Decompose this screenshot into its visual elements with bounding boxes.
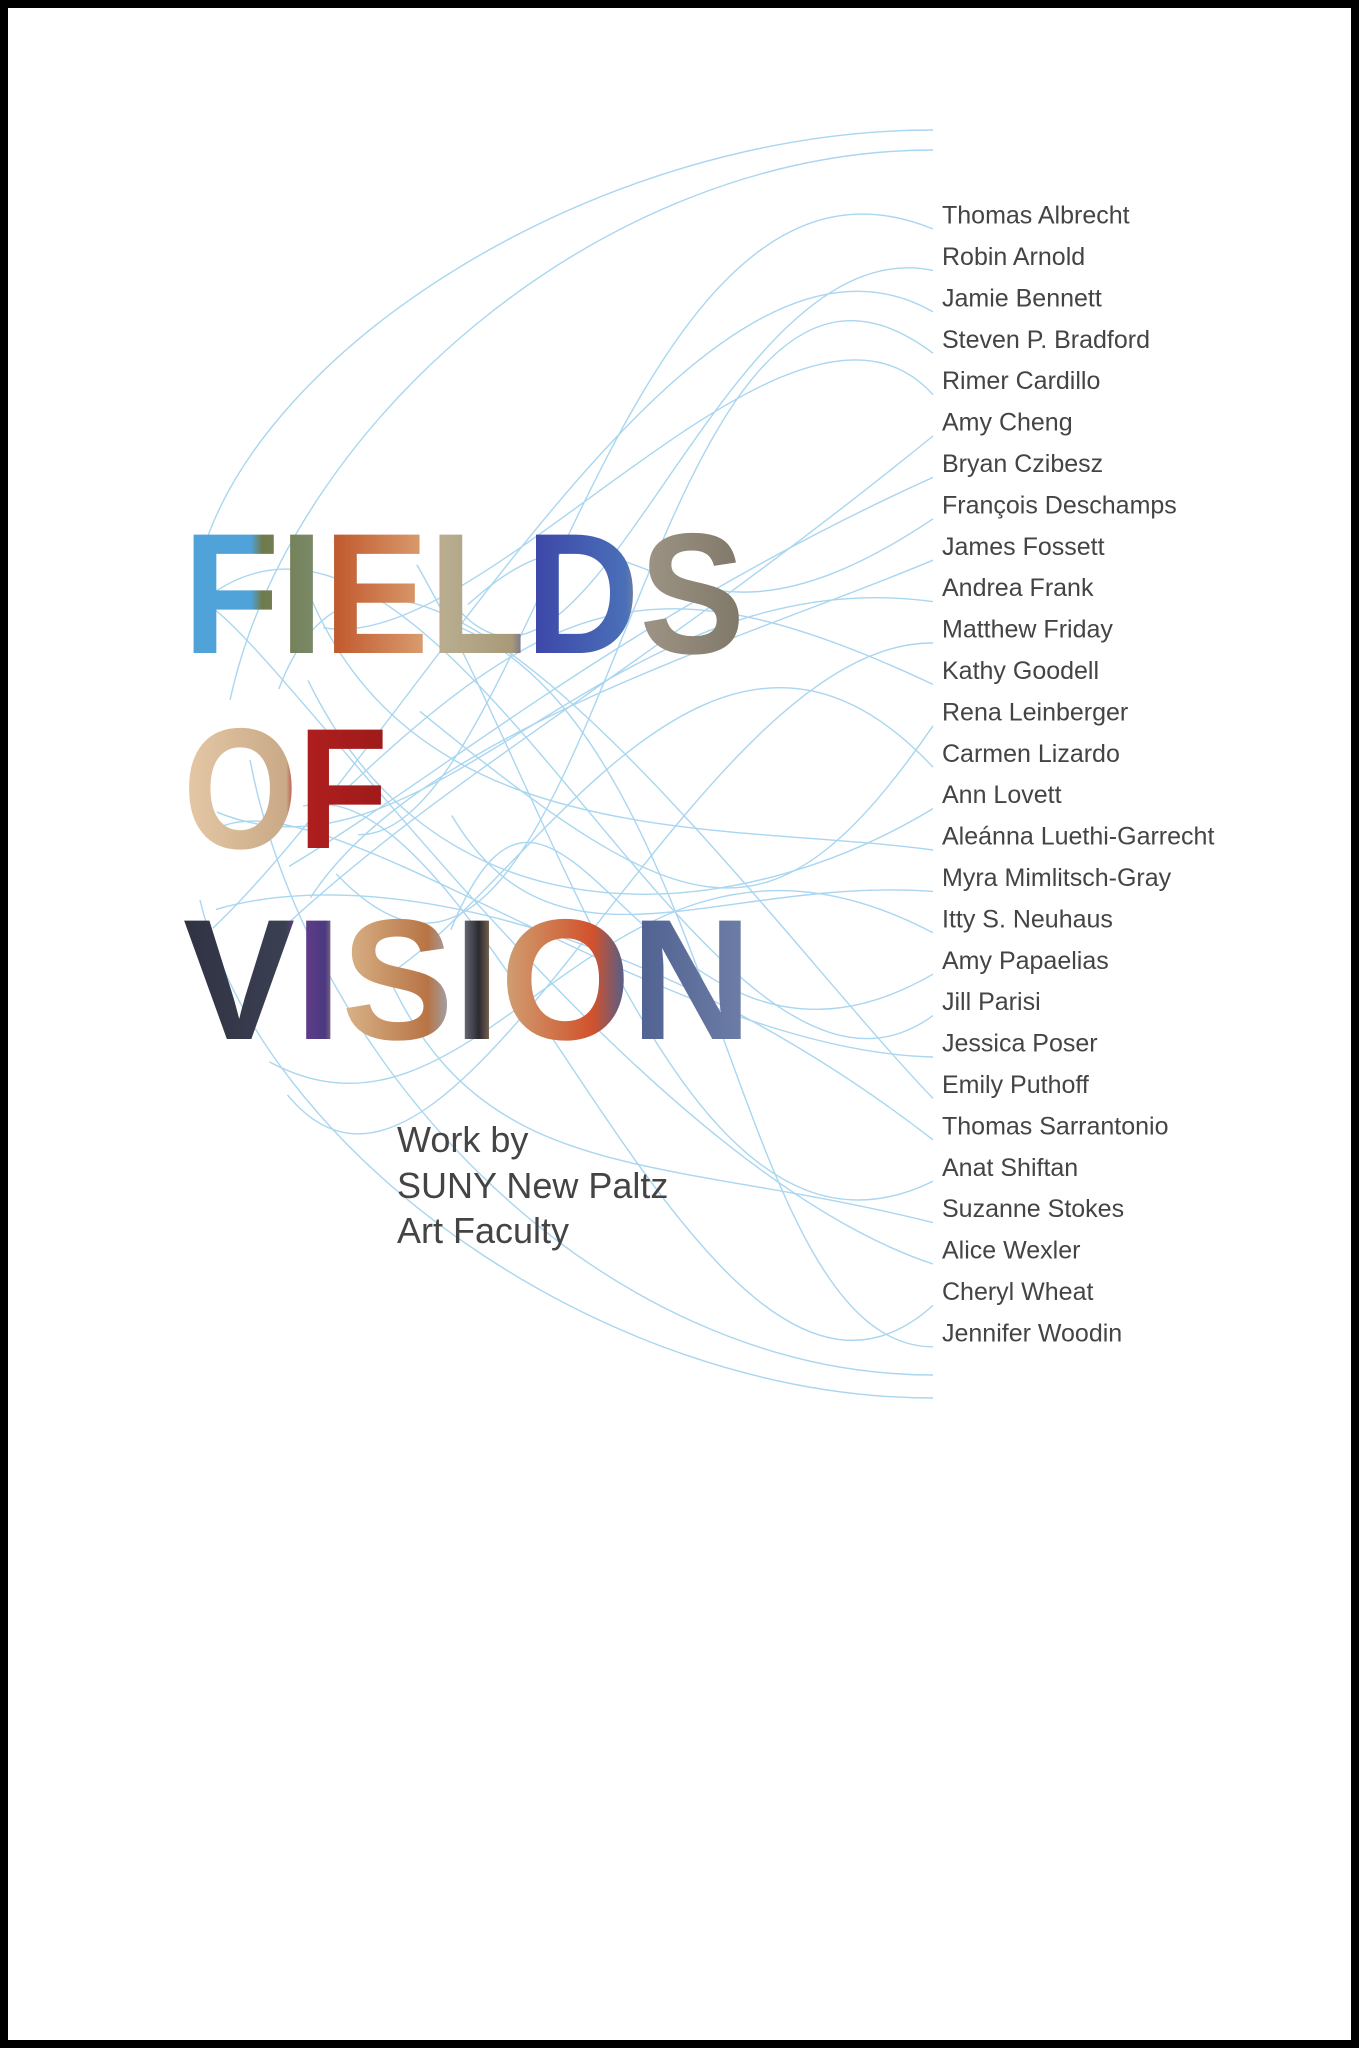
decorative-curve [381, 687, 934, 980]
curve-layer [195, 129, 934, 1399]
decorative-curve [297, 563, 934, 851]
faculty-name: James Fossett [942, 533, 1105, 561]
decorative-curve [288, 476, 934, 867]
faculty-name: Matthew Friday [942, 616, 1113, 644]
decorative-curve [278, 598, 934, 1099]
faculty-name: Jill Parisi [942, 988, 1041, 1016]
faculty-name: Rena Leinberger [942, 698, 1128, 726]
decorative-curve [249, 759, 934, 1376]
decorative-curve [416, 564, 934, 1201]
faculty-name: Cheryl Wheat [942, 1278, 1093, 1306]
faculty-name: Emily Puthoff [942, 1071, 1089, 1099]
faculty-name: Andrea Frank [942, 574, 1094, 602]
decorative-curve [195, 568, 934, 1040]
decorative-curve [199, 129, 934, 561]
subtitle-line: Art Faculty [397, 1210, 569, 1251]
decorative-curve [453, 267, 934, 637]
faculty-name: Jennifer Woodin [942, 1319, 1122, 1347]
decorative-curve [381, 961, 934, 1224]
faculty-name: Jamie Bennett [942, 284, 1102, 312]
faculty-name: Bryan Czibesz [942, 450, 1103, 478]
faculty-name: Anat Shiftan [942, 1154, 1078, 1182]
title-line: VISION [183, 884, 752, 1076]
decorative-curve [309, 559, 934, 899]
faculty-name: Thomas Albrecht [942, 202, 1130, 230]
decorative-curve [459, 626, 934, 1348]
faculty-name: Itty S. Neuhaus [942, 905, 1113, 933]
faculty-name: Jessica Poser [942, 1030, 1098, 1058]
decorative-curve [467, 518, 934, 606]
decorative-curve [321, 608, 934, 813]
faculty-name: Thomas Sarrantonio [942, 1112, 1169, 1140]
faculty-name: Suzanne Stokes [942, 1195, 1124, 1223]
decorative-curve [205, 820, 934, 1058]
decorative-curve [215, 894, 934, 1141]
decorative-curve [307, 680, 934, 895]
decorative-curve [451, 815, 934, 916]
decorative-curve [273, 435, 934, 937]
faculty-name: Amy Papaelias [942, 947, 1109, 975]
decorative-curve [210, 605, 934, 1265]
decorative-curve [302, 803, 934, 1341]
faculty-name: Aleánna Luethi-Garrecht [942, 823, 1214, 851]
faculty-name: Steven P. Bradford [942, 326, 1150, 354]
faculty-name: Rimer Cardillo [942, 367, 1100, 395]
cover-background [8, 8, 1351, 2040]
faculty-name: Alice Wexler [942, 1237, 1080, 1265]
subtitle-line: Work by [397, 1119, 528, 1160]
decorative-curve [358, 213, 934, 836]
faculty-name: Robin Arnold [942, 243, 1085, 271]
decorative-curve [335, 320, 934, 924]
name-list: Thomas Albrecht Robin Arnold Jamie Bennett… [942, 202, 1214, 1348]
faculty-name: Kathy Goodell [942, 657, 1099, 685]
faculty-name: Myra Mimlitsch-Gray [942, 864, 1172, 892]
decorative-curve [450, 841, 934, 1010]
decorative-curve [216, 597, 934, 828]
decorative-curve [229, 149, 934, 701]
decorative-curve [199, 899, 934, 1399]
title-line: FIELDS [183, 498, 745, 690]
faculty-name: Ann Lovett [942, 781, 1062, 809]
decorative-curve [212, 290, 934, 929]
faculty-name: Carmen Lizardo [942, 740, 1120, 768]
faculty-name: Amy Cheng [942, 409, 1073, 437]
subtitle-line: SUNY New Paltz [397, 1165, 668, 1206]
title-line: OF [183, 693, 388, 885]
decorative-curve [269, 889, 934, 1084]
faculty-name: François Deschamps [942, 491, 1177, 519]
